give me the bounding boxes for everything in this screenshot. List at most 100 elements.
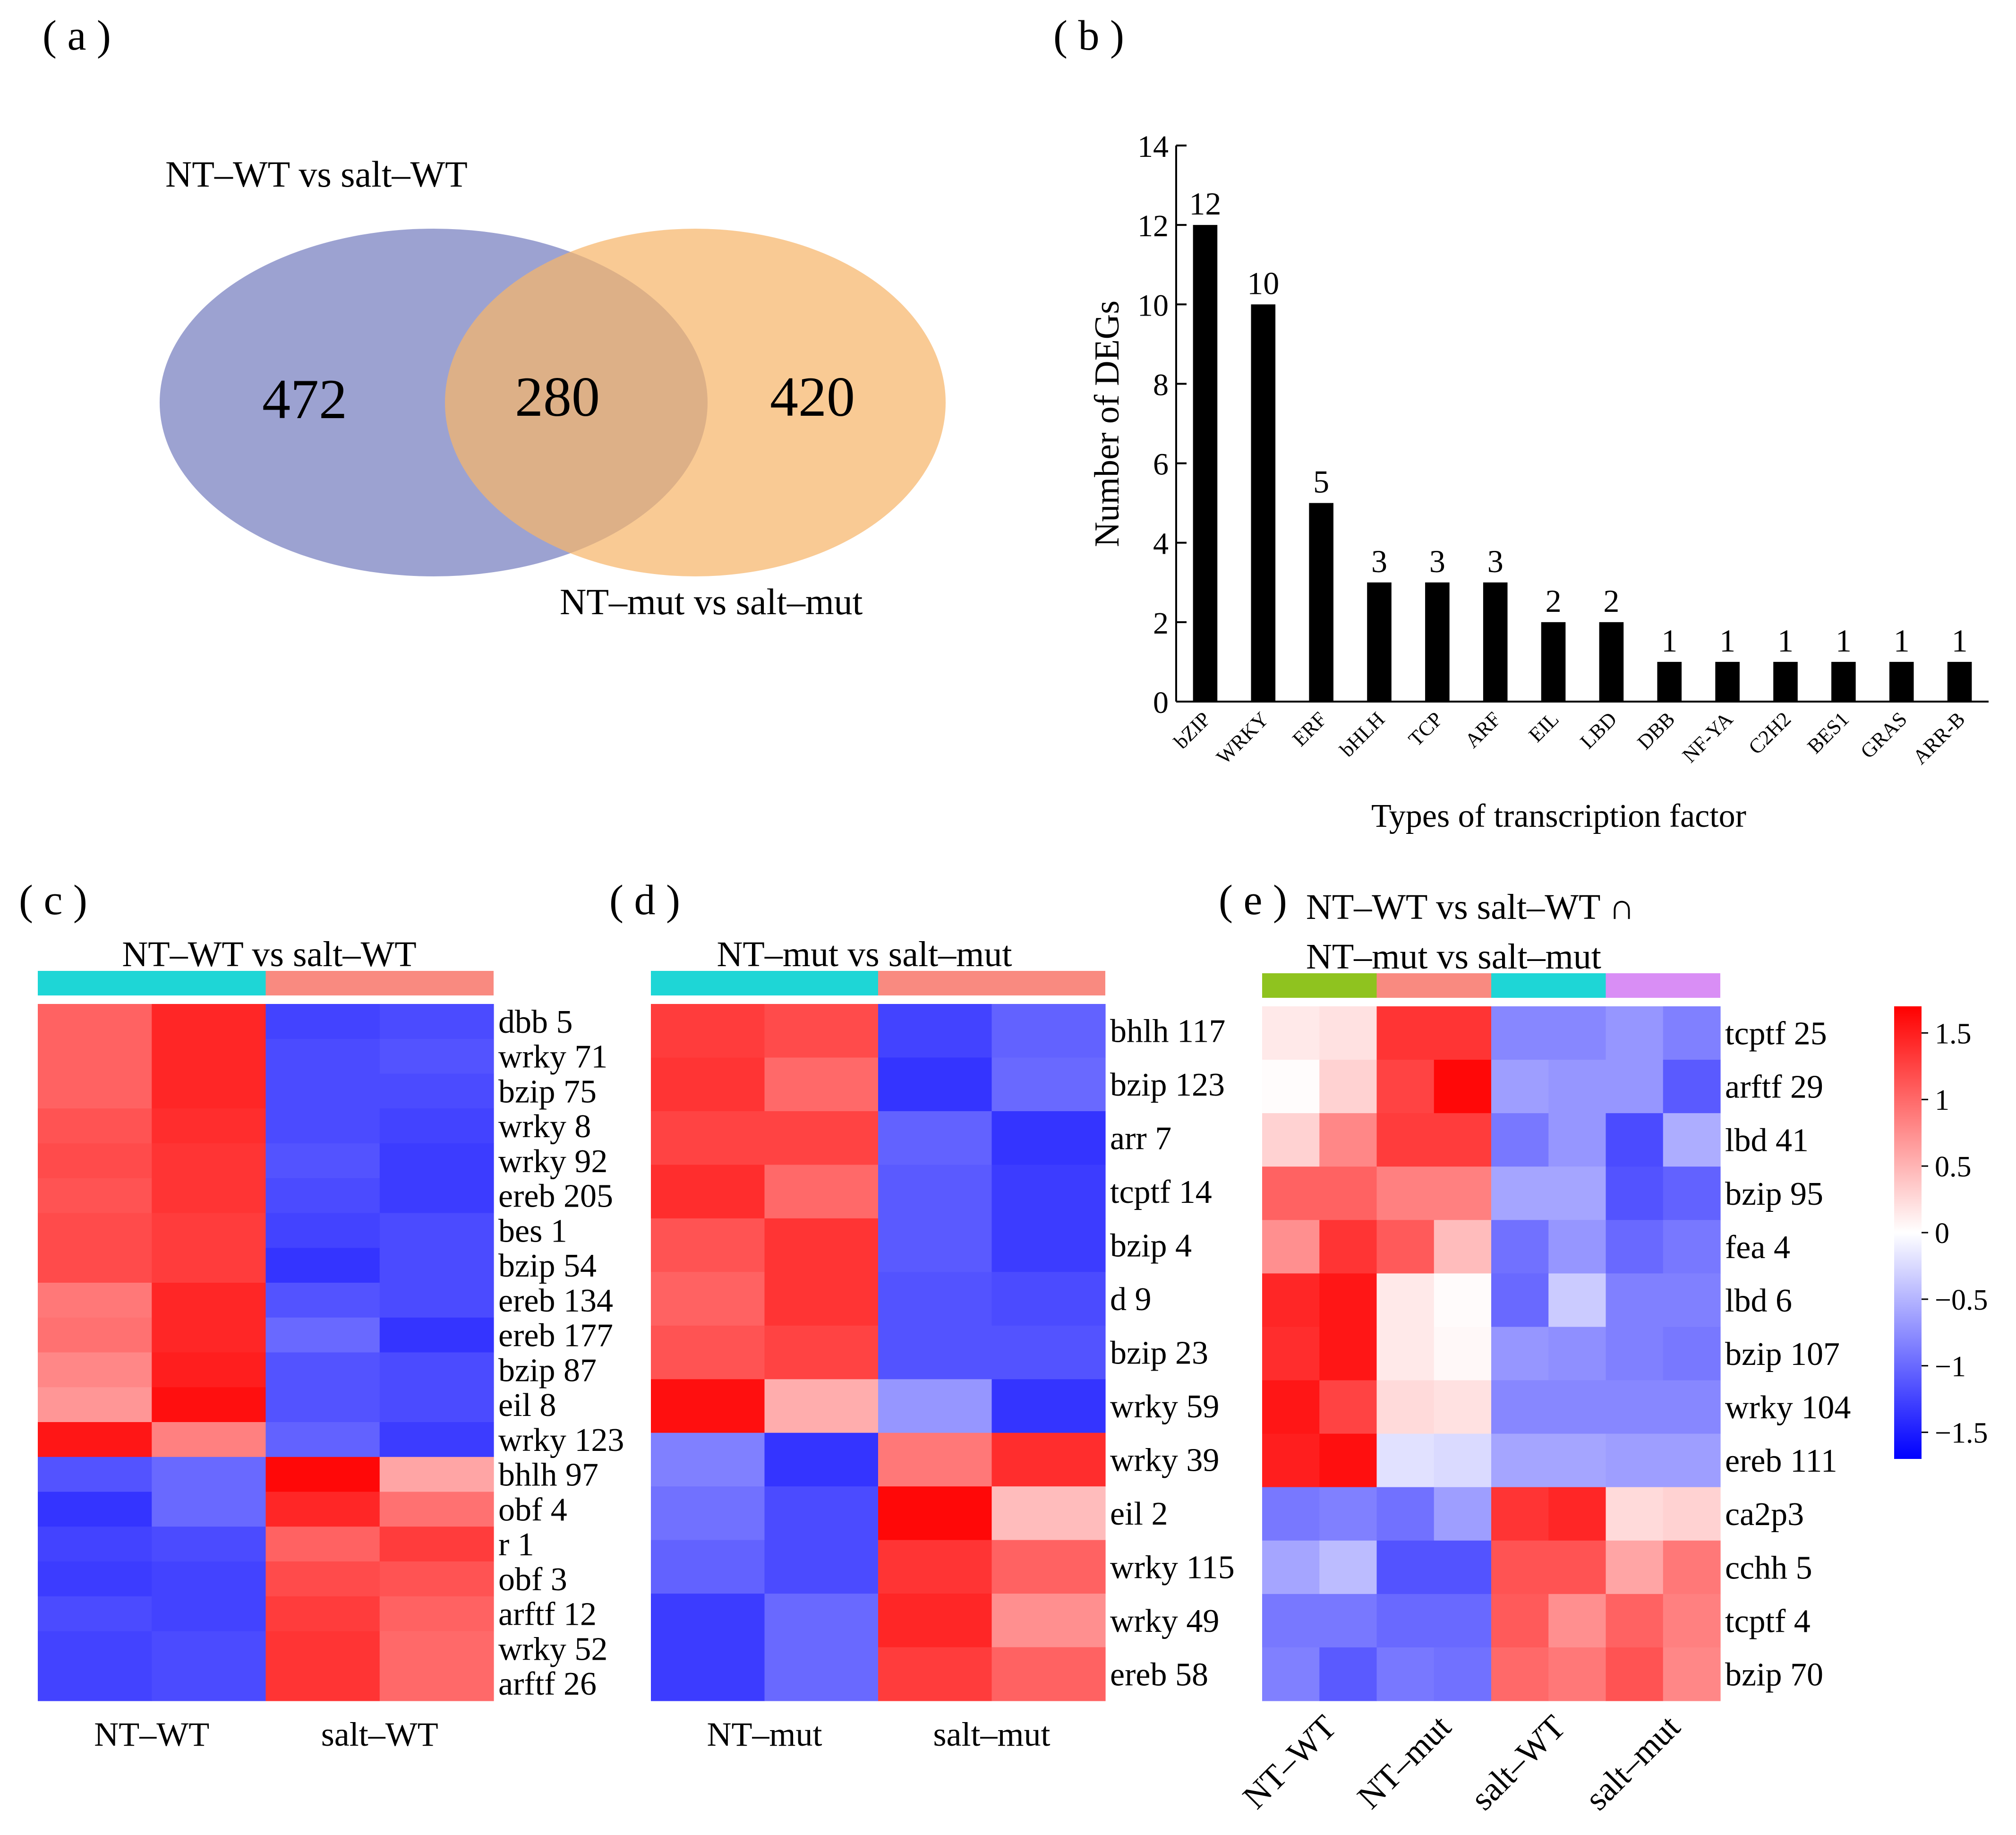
y-tick-label: 2: [1153, 606, 1169, 641]
heatmap-row-label: ereb 111: [1725, 1443, 1837, 1479]
heatmap-cell: [991, 1432, 1106, 1487]
heatmap-column-label: salt–mut: [933, 1715, 1051, 1753]
heatmap-cell: [651, 1647, 765, 1701]
heatmap-d-title: NT–mut vs salt–mut: [717, 935, 1012, 974]
heatmap-cell: [379, 1666, 494, 1701]
heatmap-cell: [1262, 1166, 1320, 1220]
heatmap-cell: [1491, 1220, 1549, 1274]
y-tick-label: 14: [1137, 129, 1169, 164]
heatmap-e-subtitle: NT–mut vs salt–mut: [1306, 937, 1601, 977]
heatmap-cell: [379, 1596, 494, 1632]
heatmap-cell: [265, 1422, 380, 1458]
heatmap-cell: [38, 1004, 152, 1039]
heatmap-cell: [1663, 1433, 1721, 1488]
heatmap-cell: [38, 1561, 152, 1597]
heatmap-cell: [1319, 1487, 1377, 1541]
heatmap-cell: [265, 1596, 380, 1632]
heatmap-cell: [38, 1178, 152, 1214]
heatmap-cell: [1606, 1540, 1664, 1595]
heatmap-cell: [991, 1004, 1106, 1058]
heatmap-cell: [1376, 1006, 1435, 1060]
heatmap-cell: [651, 1057, 765, 1112]
y-tick-label: 4: [1153, 527, 1169, 561]
heatmap-cell: [38, 1248, 152, 1283]
heatmap-row-label: ereb 58: [1110, 1656, 1208, 1693]
heatmap-cell: [1663, 1327, 1721, 1381]
heatmap-cell: [764, 1272, 879, 1326]
colorbar-tick-label: −0.5: [1935, 1284, 1988, 1316]
y-axis-label: Number of DEGs: [1088, 300, 1127, 547]
x-axis-label: Types of transcription factor: [1371, 798, 1746, 834]
heatmap-row-label: arftf 29: [1725, 1069, 1823, 1106]
heatmap-cell: [1376, 1380, 1435, 1434]
heatmap-cell: [991, 1647, 1106, 1701]
heatmap-cell: [1319, 1594, 1377, 1648]
heatmap-cell: [265, 1038, 380, 1074]
heatmap-cell: [764, 1111, 879, 1165]
heatmap-cell: [152, 1352, 266, 1388]
heatmap-cell: [152, 1561, 266, 1597]
heatmap-cell: [651, 1379, 765, 1433]
heatmap-cell: [991, 1379, 1106, 1433]
heatmap-cell: [38, 1526, 152, 1562]
heatmap-cell: [265, 1561, 380, 1597]
bar-value-label: 1: [1661, 623, 1677, 659]
heatmap-c-title: NT–WT vs salt–WT: [122, 935, 416, 974]
heatmap-cell: [764, 1432, 879, 1487]
heatmap-cell: [379, 1178, 494, 1214]
panel-e-label: ( e ): [1219, 877, 1287, 924]
heatmap-cell: [152, 1526, 266, 1562]
heatmap-cell: [764, 1325, 879, 1380]
heatmap-cell: [1262, 1220, 1320, 1274]
bar-value-label: 1: [1719, 623, 1735, 659]
bar-value-label: 12: [1189, 186, 1221, 222]
heatmap-cell: [1376, 1433, 1435, 1488]
heatmap-cell: [991, 1272, 1106, 1326]
heatmap-cell: [1262, 1647, 1320, 1701]
x-tick-label: bHLH: [1335, 707, 1389, 761]
venn-left-label: NT–WT vs salt–WT: [165, 154, 468, 195]
heatmap-cell: [1262, 1433, 1320, 1488]
heatmap-cell: [152, 1073, 266, 1109]
heatmap-cell: [1376, 1540, 1435, 1595]
heatmap-cell: [379, 1248, 494, 1283]
bar: [1309, 503, 1333, 702]
heatmap-column-label: NT–WT: [1236, 1708, 1344, 1816]
heatmap-row-label: bzip 123: [1110, 1067, 1225, 1103]
heatmap-cell: [651, 1272, 765, 1326]
heatmap-row-label: wrky 71: [498, 1039, 607, 1075]
heatmap-cell: [1606, 1113, 1664, 1167]
heatmap-cell: [152, 1666, 266, 1701]
heatmap-cell: [1663, 1060, 1721, 1114]
venn-left-count: 472: [262, 368, 347, 430]
heatmap-cell: [38, 1387, 152, 1423]
heatmap-cell: [878, 1218, 992, 1272]
y-tick-label: 10: [1137, 288, 1169, 323]
heatmap-cell: [991, 1218, 1106, 1272]
heatmap-cell: [1491, 1327, 1549, 1381]
heatmap-cell: [1319, 1113, 1377, 1167]
heatmap-cell: [152, 1492, 266, 1527]
heatmap-cell: [1319, 1220, 1377, 1274]
heatmap-cell: [152, 1596, 266, 1632]
heatmap-column-label: salt–WT: [1463, 1708, 1573, 1818]
heatmap-cell: [38, 1143, 152, 1179]
heatmap-cell: [1606, 1327, 1664, 1381]
heatmap-row-label: lbd 41: [1725, 1123, 1809, 1159]
heatmap-cell: [1663, 1647, 1721, 1701]
heatmap-cell: [878, 1432, 992, 1487]
heatmap-cell: [379, 1526, 494, 1562]
heatmap-cell: [379, 1108, 494, 1144]
heatmap-cell: [265, 1248, 380, 1283]
heatmap-cell: [651, 1432, 765, 1487]
heatmap-cell: [1434, 1594, 1492, 1648]
heatmap-cell: [1319, 1060, 1377, 1114]
x-tick-label: ERF: [1288, 707, 1332, 751]
heatmap-cell: [651, 1218, 765, 1272]
heatmap-row-label: tcptf 4: [1725, 1603, 1811, 1639]
heatmap-cell: [1376, 1060, 1435, 1114]
y-tick-label: 6: [1153, 447, 1169, 482]
heatmap-cell: [1376, 1487, 1435, 1541]
heatmap-cell: [379, 1004, 494, 1039]
